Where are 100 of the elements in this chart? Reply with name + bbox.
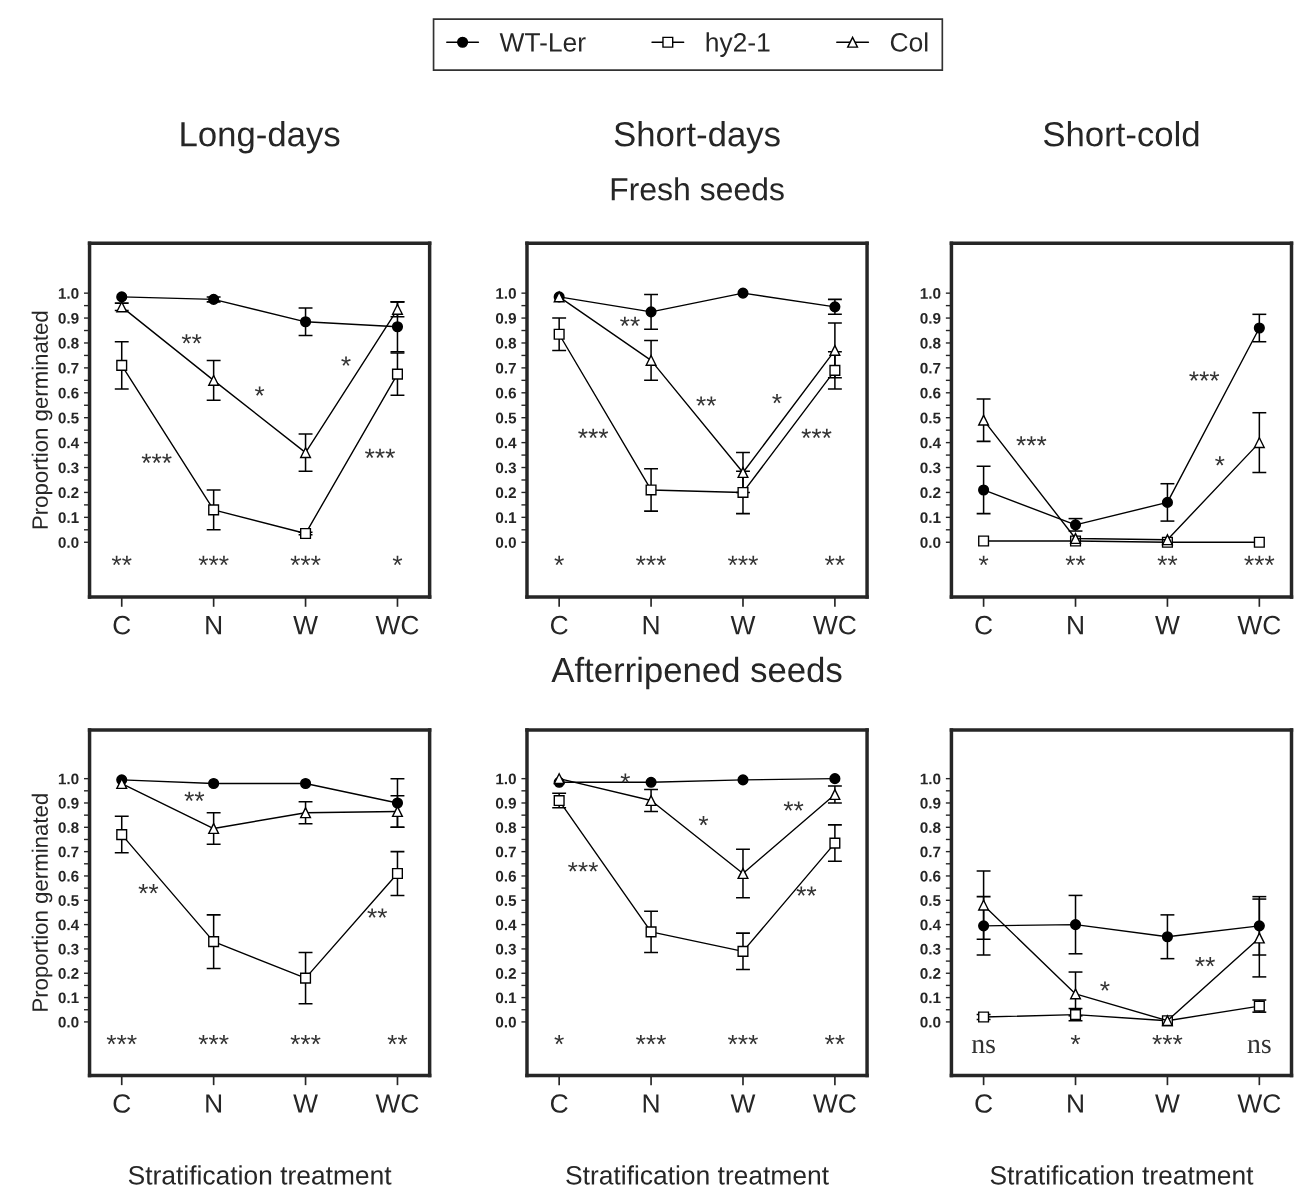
annotation: *** [290, 1034, 321, 1045]
y-tick-label: 0.3 [58, 943, 79, 955]
x-tick-label: C [975, 1094, 993, 1113]
y-tick-label: 0.5 [58, 895, 79, 906]
y-tick-label: 0.9 [920, 797, 941, 809]
y-tick-label: 0.4 [58, 919, 80, 931]
annotation: *** [728, 1034, 758, 1045]
x-tick-label: C [975, 615, 993, 635]
y-tick-label: 0.0 [920, 1016, 941, 1028]
annotation: *** [290, 555, 321, 566]
y-tick-label: 0.5 [920, 895, 941, 906]
y-tick-label: 0.0 [495, 1016, 516, 1028]
y-tick-label: 0.9 [495, 312, 517, 324]
annotation: * [392, 555, 403, 566]
annotation: ** [367, 908, 388, 918]
y-tick-label: 0.8 [495, 337, 517, 349]
y-tick-label: 0.1 [495, 512, 517, 524]
x-tick-label: WC [813, 1094, 856, 1113]
y-tick-label: 0.5 [495, 895, 517, 906]
y-tick-label: 0.0 [920, 537, 941, 548]
x-tick-label: WC [813, 615, 856, 635]
y-tick-label: 0.6 [495, 870, 517, 882]
x-tick-label: N [643, 1094, 659, 1113]
annotation: ** [783, 801, 804, 811]
annotation: *** [198, 1034, 229, 1045]
y-axis-title: Proportion germinated [31, 794, 53, 1011]
annotation: * [554, 1034, 564, 1045]
x-tick-label: C [113, 1094, 131, 1113]
y-tick-label: 0.0 [495, 537, 516, 548]
annotation: *** [1244, 555, 1275, 566]
y-tick-label: 1.0 [496, 773, 516, 785]
y-tick-label: 1.0 [920, 773, 941, 785]
y-tick-label: 0.3 [920, 943, 941, 955]
annotation: * [978, 555, 989, 566]
chart-title: Short-days [614, 121, 780, 154]
y-tick-label: 0.3 [58, 462, 79, 474]
y-tick-label: 0.3 [920, 462, 941, 474]
y-tick-label: 0.9 [58, 312, 79, 324]
y-tick-label: 0.6 [495, 387, 517, 399]
legend-label: WT-Ler [499, 33, 586, 52]
annotation: ** [1195, 957, 1215, 967]
x-axis-title: Stratification treatment [128, 1165, 392, 1185]
annotation: ** [181, 334, 202, 344]
x-tick-label: WC [375, 1094, 419, 1113]
annotation: *** [1016, 436, 1047, 446]
x-tick-label: C [550, 1094, 568, 1113]
y-tick-label: 0.7 [920, 846, 941, 858]
x-tick-label: N [206, 616, 222, 635]
y-tick-label: 0.7 [495, 362, 516, 374]
x-tick-label: N [1068, 616, 1083, 635]
chart-title: Short-cold [1043, 121, 1199, 147]
annotation: ** [1065, 555, 1086, 566]
y-tick-label: 0.8 [920, 822, 941, 833]
y-tick-label: 0.8 [920, 337, 941, 349]
y-tick-label: 0.3 [495, 943, 517, 955]
legend-label: Col [890, 32, 928, 52]
y-tick-label: 1.0 [58, 288, 79, 299]
annotation: *** [141, 453, 172, 463]
y-tick-label: 0.2 [920, 968, 941, 979]
annotation: * [554, 555, 564, 566]
y-tick-label: 0.8 [495, 822, 517, 833]
y-tick-label: 1.0 [920, 288, 941, 299]
annotation: * [341, 356, 351, 366]
annotation: *** [1152, 1034, 1183, 1045]
x-tick-label: W [293, 1094, 318, 1113]
x-axis-title: Stratification treatment [566, 1165, 829, 1185]
y-tick-label: 0.7 [58, 846, 79, 858]
annotation: *** [728, 555, 758, 566]
annotation: ** [387, 1034, 408, 1045]
y-tick-label: 0.2 [58, 487, 79, 499]
annotation: ** [1157, 555, 1178, 566]
annotation: * [1070, 1034, 1081, 1045]
y-tick-label: 0.4 [920, 437, 941, 449]
annotation: ** [111, 555, 132, 566]
annotation: ** [138, 884, 159, 894]
y-tick-label: 0.1 [920, 512, 941, 524]
x-tick-label: WC [1237, 615, 1281, 635]
annotation: *** [578, 428, 609, 439]
x-axis-title: Stratification treatment [990, 1165, 1254, 1185]
x-tick-label: N [206, 1094, 222, 1113]
x-tick-label: N [1068, 1094, 1083, 1113]
annotation: * [772, 393, 782, 404]
chart-title: Afterripened seeds [551, 656, 842, 690]
chart-title: Long-days [181, 121, 340, 154]
annotation: ** [796, 886, 817, 896]
legend-label: hy2-1 [706, 32, 770, 57]
y-tick-label: 0.1 [495, 992, 517, 1004]
annotation: * [1100, 981, 1110, 991]
annotation: ** [825, 1034, 845, 1045]
y-tick-label: 0.0 [58, 1016, 79, 1028]
y-tick-label: 0.9 [920, 312, 941, 324]
x-tick-label: W [293, 616, 318, 635]
y-tick-label: 0.4 [920, 919, 941, 931]
annotation: * [254, 386, 265, 396]
y-tick-label: 0.1 [920, 992, 941, 1004]
y-tick-label: 0.8 [58, 337, 79, 349]
annotation: ns [971, 1039, 995, 1054]
y-tick-label: 0.6 [58, 870, 79, 882]
annotation: ns [1247, 1039, 1271, 1054]
x-tick-label: C [550, 615, 568, 635]
